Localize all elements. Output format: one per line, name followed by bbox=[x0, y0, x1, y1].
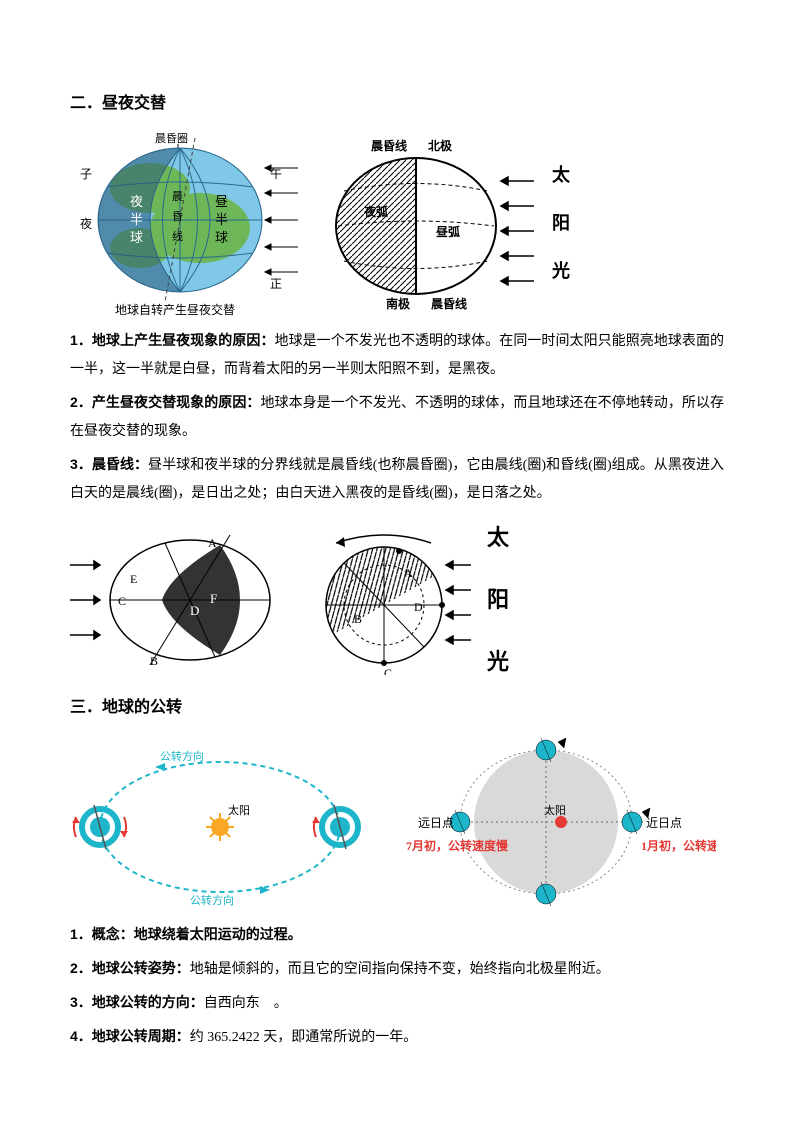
svg-text:E: E bbox=[130, 572, 137, 586]
svg-text:夜: 夜 bbox=[130, 194, 143, 209]
svg-text:昏: 昏 bbox=[172, 210, 183, 223]
globe-diagram: 晨昏圈 bbox=[70, 128, 300, 318]
svg-text:球: 球 bbox=[215, 230, 228, 245]
svg-text:C: C bbox=[118, 594, 126, 608]
terminator-bw-diagram: 晨昏线 北极 夜弧 昼弧 南极 晨昏线 bbox=[316, 136, 536, 311]
terminator-right: A B C D bbox=[296, 525, 471, 675]
svg-text:线: 线 bbox=[172, 229, 183, 243]
svg-text:F: F bbox=[210, 591, 217, 606]
sec3-p2: 2．地球公转姿势：地轴是倾斜的，而且它的空间指向保持不变，始终指向北极星附近。 bbox=[70, 954, 724, 984]
svg-text:半: 半 bbox=[215, 212, 228, 227]
sec2-p2: 2．产生昼夜交替现象的原因：地球本身是一个不发光、不透明的球体，而且地球还在不停… bbox=[70, 388, 724, 446]
svg-text:远日点: 远日点 bbox=[418, 816, 454, 830]
terminator-top-label: 晨昏圈 bbox=[155, 132, 188, 145]
orbit-speed-diagram: 太阳 远日点 近日点 7月初，公转速度慢 1月初，公转速度快 bbox=[386, 732, 716, 912]
sunlight-label-1: 太 阳 光 bbox=[552, 157, 570, 289]
svg-text:B: B bbox=[354, 612, 362, 626]
sec2-p1: 1．地球上产生昼夜现象的原因：地球是一个不发光也不透明的球体。在同一时间太阳只能… bbox=[70, 326, 724, 384]
svg-text:A: A bbox=[208, 536, 217, 550]
svg-text:D: D bbox=[190, 603, 199, 618]
svg-text:夜弧: 夜弧 bbox=[363, 204, 388, 219]
svg-text:午: 午 bbox=[270, 167, 282, 181]
svg-text:南极: 南极 bbox=[386, 296, 411, 311]
sec3-p4: 4．地球公转周期：约 365.2422 天，即通常所说的一年。 bbox=[70, 1022, 724, 1052]
svg-text:A: A bbox=[404, 566, 413, 580]
orbit-diagram: 公转方向 公转方向 太阳 bbox=[70, 732, 370, 912]
svg-text:半: 半 bbox=[130, 212, 143, 227]
svg-text:太阳: 太阳 bbox=[544, 804, 566, 817]
sec3-p1: 1．概念：地球绕着太阳运动的过程。 bbox=[70, 920, 724, 950]
svg-text:公转方向: 公转方向 bbox=[190, 893, 234, 907]
svg-text:球: 球 bbox=[130, 230, 143, 245]
sec3-p3: 3．地球公转的方向：自西向东 。 bbox=[70, 988, 724, 1018]
sec2-p3: 3．晨昏线：昼半球和夜半球的分界线就是晨昏线(也称晨昏圈)，它由晨线(圈)和昏线… bbox=[70, 450, 724, 508]
section-3-title: 三．地球的公转 bbox=[70, 692, 724, 724]
svg-text:晨昏线: 晨昏线 bbox=[431, 296, 467, 311]
svg-text:正: 正 bbox=[270, 277, 282, 291]
svg-text:近日点: 近日点 bbox=[646, 816, 682, 830]
svg-text:1月初，公转速度快: 1月初，公转速度快 bbox=[641, 838, 716, 853]
figure-row-3: 公转方向 公转方向 太阳 bbox=[70, 732, 724, 912]
svg-text:公转方向: 公转方向 bbox=[160, 749, 204, 763]
svg-text:夜: 夜 bbox=[80, 216, 92, 231]
figure-row-1: 晨昏圈 bbox=[70, 128, 724, 318]
section-2-title: 二．昼夜交替 bbox=[70, 88, 724, 120]
globe-caption: 地球自转产生昼夜交替 bbox=[115, 302, 235, 317]
svg-text:昼弧: 昼弧 bbox=[435, 224, 460, 239]
figure-row-2: A B C D E F A B C D bbox=[70, 516, 724, 684]
svg-text:北极: 北极 bbox=[428, 138, 453, 153]
terminator-left: A B C D E F bbox=[70, 525, 280, 675]
svg-text:晨昏线: 晨昏线 bbox=[371, 138, 407, 153]
svg-text:7月初，公转速度慢: 7月初，公转速度慢 bbox=[406, 838, 509, 853]
svg-text:C: C bbox=[384, 666, 392, 675]
svg-text:太阳: 太阳 bbox=[228, 804, 250, 817]
svg-text:晨: 晨 bbox=[172, 190, 183, 203]
svg-text:昼: 昼 bbox=[215, 194, 228, 209]
svg-text:B: B bbox=[150, 654, 158, 668]
sunlight-label-2: 太 阳 光 bbox=[487, 516, 509, 684]
svg-text:子: 子 bbox=[80, 167, 92, 181]
svg-text:D: D bbox=[414, 600, 423, 614]
